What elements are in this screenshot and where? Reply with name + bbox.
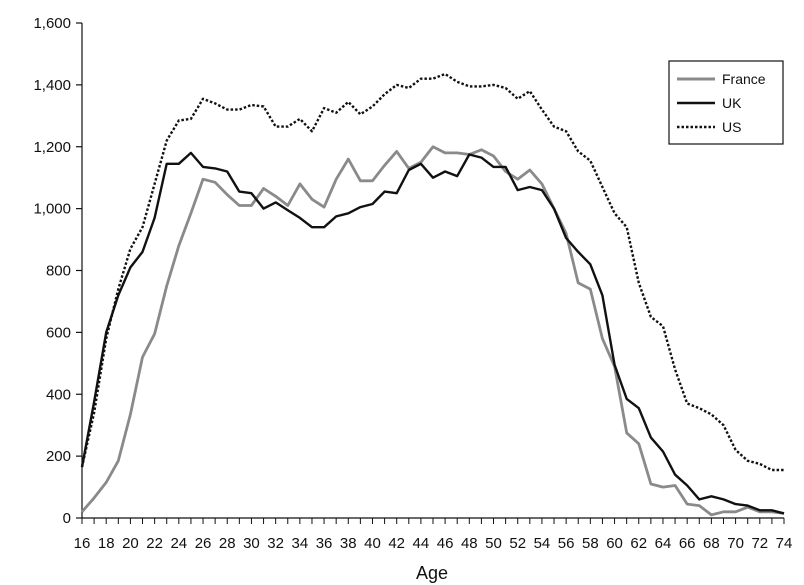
x-tick-label: 28 bbox=[219, 535, 236, 552]
x-tick-label: 58 bbox=[582, 535, 599, 552]
x-tick-label: 16 bbox=[74, 535, 91, 552]
x-tick-label: 36 bbox=[316, 535, 333, 552]
series-line-uk bbox=[80, 151, 785, 515]
x-tick-label: 32 bbox=[267, 535, 284, 552]
y-tick-label: 1,400 bbox=[33, 77, 71, 94]
y-tick-label: 1,000 bbox=[33, 201, 71, 218]
x-tick-label: 62 bbox=[630, 535, 647, 552]
x-tick-label: 18 bbox=[98, 535, 115, 552]
y-tick-label: 200 bbox=[46, 448, 71, 465]
y-tick-label: 1,200 bbox=[33, 139, 71, 156]
x-tick-label: 74 bbox=[776, 535, 793, 552]
x-tick-label: 70 bbox=[727, 535, 744, 552]
x-tick-label: 38 bbox=[340, 535, 357, 552]
y-tick-label: 800 bbox=[46, 263, 71, 280]
x-tick-label: 50 bbox=[485, 535, 502, 552]
x-tick-label: 46 bbox=[437, 535, 454, 552]
tick-labels: 0 200 400 600 800 1,000 1,200 1,400 1,600 16 18 20 2… bbox=[33, 15, 792, 552]
x-tick-label: 20 bbox=[122, 535, 139, 552]
x-tick-label: 40 bbox=[364, 535, 381, 552]
x-tick-label: 64 bbox=[655, 535, 672, 552]
y-tick-label: 600 bbox=[46, 324, 71, 341]
y-tick-label: 400 bbox=[46, 386, 71, 403]
legend-label-us: US bbox=[722, 119, 741, 135]
x-tick-label: 24 bbox=[170, 535, 187, 552]
x-tick-label: 22 bbox=[146, 535, 163, 552]
x-tick-label: 66 bbox=[679, 535, 696, 552]
x-tick-label: 52 bbox=[509, 535, 526, 552]
x-tick-label: 48 bbox=[461, 535, 478, 552]
y-tick-label: 0 bbox=[63, 510, 71, 527]
legend: France UK US bbox=[668, 60, 784, 145]
y-tick-label: 1,600 bbox=[33, 15, 71, 32]
series-lines bbox=[80, 72, 785, 517]
x-tick-label: 34 bbox=[292, 535, 309, 552]
series-line-us bbox=[80, 72, 784, 472]
x-tick-label: 30 bbox=[243, 535, 260, 552]
x-axis-title: Age bbox=[416, 563, 448, 583]
x-tick-label: 60 bbox=[606, 535, 623, 552]
x-tick-label: 26 bbox=[195, 535, 212, 552]
x-tick-label: 54 bbox=[534, 535, 551, 552]
axes bbox=[76, 22, 785, 524]
x-tick-label: 72 bbox=[751, 535, 768, 552]
x-tick-label: 44 bbox=[413, 535, 430, 552]
x-tick-label: 68 bbox=[703, 535, 720, 552]
series-line-france bbox=[80, 145, 785, 517]
x-tick-label: 42 bbox=[388, 535, 405, 552]
legend-label-uk: UK bbox=[722, 95, 742, 111]
legend-label-france: France bbox=[722, 71, 766, 87]
x-tick-label: 56 bbox=[558, 535, 575, 552]
